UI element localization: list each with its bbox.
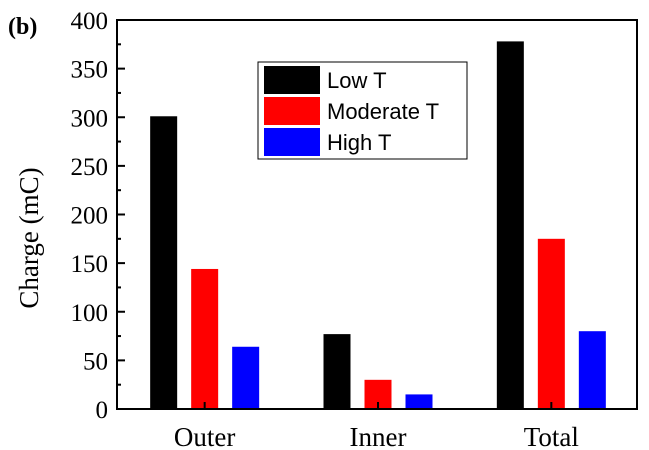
bar-outer-moderate-t — [191, 268, 219, 409]
legend-label: Low T — [327, 68, 387, 93]
bar-inner-low-t — [323, 334, 351, 409]
legend-label: High T — [327, 130, 391, 155]
legend-swatch — [264, 97, 320, 125]
legend-swatch — [264, 66, 320, 94]
panel-label: (b) — [8, 14, 37, 40]
x-category-label: Total — [524, 422, 579, 450]
legend-swatch — [264, 128, 320, 156]
legend: Low T Moderate T High T — [257, 61, 468, 160]
bar-outer-low-t — [150, 116, 178, 409]
y-tick-label: 100 — [71, 300, 109, 327]
y-tick-label: 50 — [83, 348, 108, 375]
y-tick-label: 350 — [71, 57, 109, 84]
bar-total-moderate-t — [537, 238, 565, 409]
bar-total-high-t — [578, 331, 606, 409]
bar-total-low-t — [496, 41, 524, 410]
bar-outer-high-t — [232, 346, 260, 409]
legend-label: Moderate T — [327, 99, 439, 124]
x-category-label: Outer — [174, 422, 235, 450]
bar-inner-high-t — [405, 394, 433, 409]
y-tick-label: 200 — [71, 203, 109, 230]
y-tick-label: 150 — [71, 251, 109, 278]
y-axis: 0 50 100 150 200 250 300 350 400 — [71, 8, 125, 424]
y-tick-label: 0 — [96, 397, 109, 424]
x-axis: Outer Inner Total — [174, 402, 579, 450]
y-tick-label: 250 — [71, 154, 109, 181]
y-axis-title: Charge (mC) — [14, 167, 44, 308]
x-category-label: Inner — [350, 422, 407, 450]
y-tick-label: 300 — [71, 105, 109, 132]
y-tick-label: 400 — [71, 8, 109, 35]
